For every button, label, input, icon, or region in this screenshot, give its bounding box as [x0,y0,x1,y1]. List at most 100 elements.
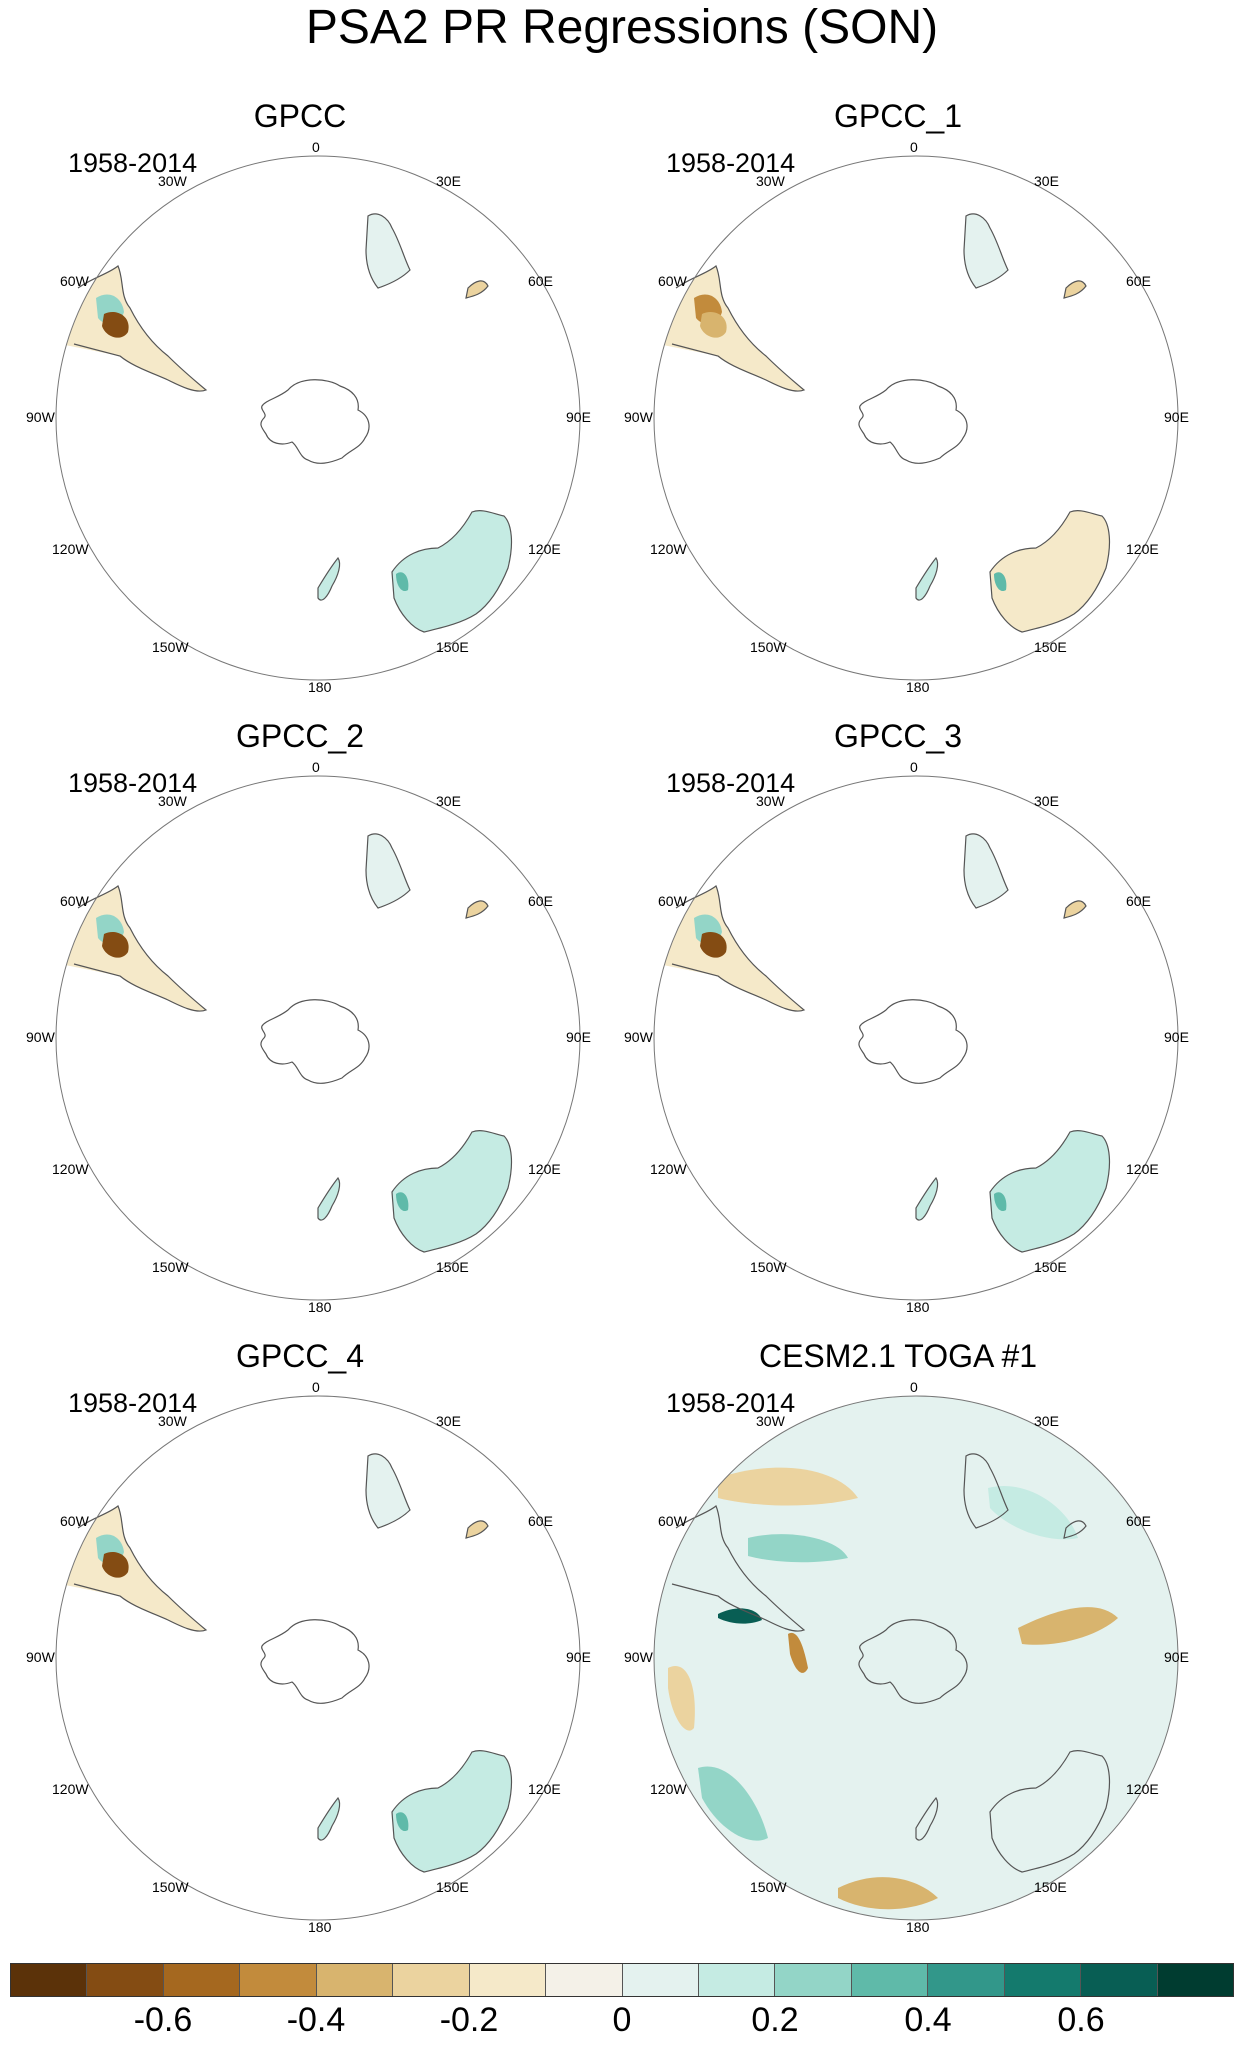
lon-label-30w: 30W [158,1413,188,1429]
australia-fill [392,510,512,632]
lon-label-30e: 30E [436,173,461,189]
australia-coastline [391,1130,513,1253]
lon-label-90w: 90W [26,1029,56,1045]
africa-coastline [365,213,411,289]
lon-label-60w: 60W [60,273,90,289]
lon-label-0: 0 [312,759,320,775]
antarctica-coastline [858,1619,968,1704]
africa-coastline [365,833,411,909]
antarctica-coastline [260,999,370,1084]
panel-title: GPCC_3 [833,718,963,754]
lon-label-0: 0 [312,139,320,155]
africa-fill [964,833,1008,908]
coastlines [73,213,513,633]
map-panel-3: GPCC_2 1958-2014 0 3 [0,718,600,1338]
colorbar-segment-4 [240,1964,317,1996]
australia-anomaly [994,572,1007,592]
south-america-coastline [73,265,208,392]
coastlines [671,833,1111,1253]
lon-label-120e: 120E [528,541,561,557]
colorbar-tick-label: -0.2 [439,2001,499,2039]
polar-map: 0 30E 60E 90E 120E 150E 180 150W 120W 90… [26,759,591,1315]
lon-label-30e: 30E [1034,1413,1059,1429]
lon-label-180: 180 [906,679,930,695]
new-zealand-fill [318,558,340,601]
lon-label-90w: 90W [26,1649,56,1665]
lon-label-150w: 150W [750,639,787,655]
south-america-coastline [73,1505,208,1632]
lon-label-60w: 60W [60,893,90,909]
madagascar-coastline [1063,900,1087,919]
colorbar-segment-14 [1004,1964,1082,1996]
lon-label-0: 0 [910,1379,918,1395]
new-zealand-fill [916,1178,938,1221]
main-title: PSA2 PR Regressions (SON) [305,1,939,54]
africa-fill [366,213,410,288]
antarctica-coastline [858,379,968,464]
lon-label-30e: 30E [436,1413,461,1429]
antarctica-coastline [858,999,968,1084]
lon-label-90e: 90E [566,1029,591,1045]
south-america-fill [60,886,206,1012]
africa-coastline [963,833,1009,909]
colorbar-segment-6 [393,1964,470,1996]
lon-label-60e: 60E [528,273,553,289]
coastlines [671,213,1111,633]
lon-label-30w: 30W [756,1413,786,1429]
lon-label-120w: 120W [52,1781,89,1797]
lon-label-120e: 120E [528,1781,561,1797]
lon-label-60e: 60E [528,1513,553,1529]
new-zealand-coastline [915,1176,939,1221]
model-anomaly-5 [668,1666,695,1731]
madagascar-coastline [465,900,489,919]
colorbar-segment-12 [851,1964,929,1996]
madagascar-coastline [1063,1520,1087,1539]
australia-coastline [391,510,513,633]
panel-title: GPCC_1 [833,98,963,134]
period-label: 1958-2014 [68,148,198,178]
lon-label-150e: 150E [436,1259,469,1275]
lon-label-150e: 150E [1034,639,1067,655]
lon-label-90e: 90E [1164,1649,1189,1665]
panel-title: CESM2.1 TOGA #1 [758,1338,1038,1374]
new-zealand-coastline [915,556,939,601]
model-anomaly-2 [748,1534,848,1563]
lon-label-120e: 120E [1126,1161,1159,1177]
colorbar-segment-11 [775,1964,852,1996]
panel-title: GPCC_4 [235,1338,365,1374]
australia-fill [990,510,1110,632]
lon-label-120e: 120E [1126,541,1159,557]
map-panel-2: GPCC_1 1958-2014 0 3 [598,98,1198,718]
antarctica-coastline [260,379,370,464]
lon-label-30w: 30W [756,793,786,809]
madagascar-coastline [1063,280,1087,299]
period-label: 1958-2014 [68,768,198,798]
colorbar-segment-8 [546,1964,623,1996]
lon-label-30e: 30E [1034,793,1059,809]
south-america-coastline [73,885,208,1012]
africa-coastline [963,1453,1009,1529]
period-label: 1958-2014 [666,768,796,798]
lon-label-90e: 90E [1164,409,1189,425]
lon-label-60w: 60W [658,273,688,289]
lon-label-90w: 90W [624,1649,654,1665]
colorbar-segment-1 [11,1964,88,1996]
south-america-coastline [671,265,806,392]
coastlines [671,1453,1111,1873]
lon-label-180: 180 [308,1919,332,1935]
lon-label-150w: 150W [152,639,189,655]
new-zealand-coastline [317,1176,341,1221]
lon-label-60w: 60W [60,1513,90,1529]
lon-label-120w: 120W [52,1161,89,1177]
coastlines [73,1453,513,1873]
south-america-coastline [671,1505,806,1632]
colorbar-tick-label: -0.6 [133,2001,193,2039]
lon-label-120w: 120W [650,1781,687,1797]
lon-label-120w: 120W [650,541,687,557]
lon-label-0: 0 [910,139,918,155]
africa-fill [964,213,1008,288]
polar-map: 0 30E 60E 90E 120E 150E 180 150W 120W 90… [26,1379,591,1935]
map-panel-5: GPCC_4 1958-2014 0 3 [0,1338,600,1958]
lon-label-60w: 60W [658,1513,688,1529]
south-america-anomaly-2 [102,932,129,958]
